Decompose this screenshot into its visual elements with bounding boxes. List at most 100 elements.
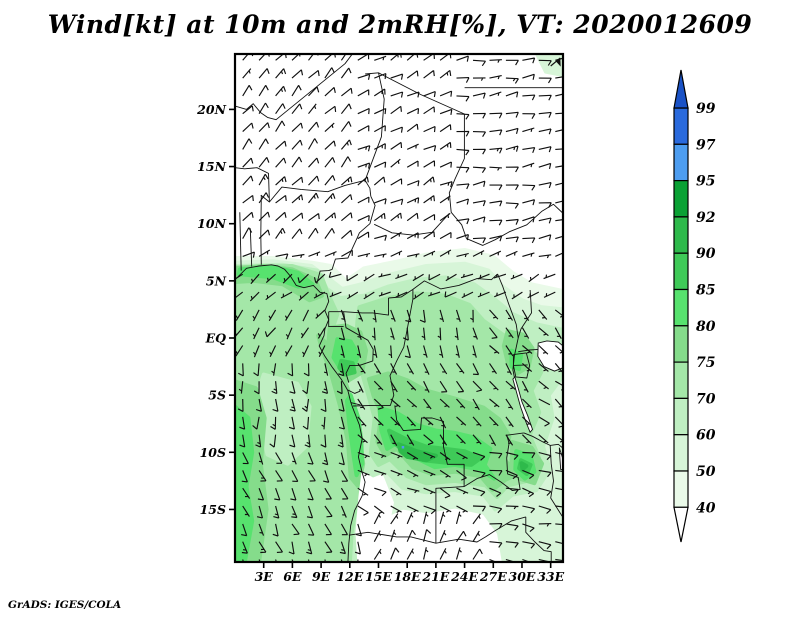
wind-barb [255, 434, 262, 448]
wind-barb [242, 105, 254, 115]
wind-barb [324, 523, 332, 536]
wind-barb [555, 252, 563, 257]
wind-barb [341, 212, 353, 222]
wind-barb [423, 145, 437, 152]
wind-barb [407, 253, 420, 258]
rh-high-speck [401, 446, 405, 449]
wind-barb [357, 125, 370, 133]
wind-barb [320, 434, 327, 448]
wind-barb [505, 111, 519, 118]
colorbar-segment [673, 107, 689, 145]
country-border [513, 364, 528, 366]
wind-barb [258, 138, 269, 150]
wind-barb [489, 523, 503, 529]
wind-barb [291, 122, 303, 133]
lon-tick-label: 27E [479, 569, 507, 584]
wind-barb [374, 161, 387, 168]
wind-barb [407, 91, 420, 98]
wind-barb [275, 120, 286, 132]
wind-barb [336, 381, 343, 395]
wind-barb [505, 523, 519, 531]
country-border [328, 311, 344, 328]
wind-barb [338, 327, 346, 341]
wind-barb [374, 72, 387, 80]
lake-outline [537, 340, 563, 372]
country-border [316, 196, 376, 284]
wind-barb [439, 249, 452, 257]
wind-barb [242, 54, 254, 61]
wind-barb [456, 434, 466, 445]
wind-barb [489, 112, 503, 119]
wind-barb [472, 180, 486, 187]
wind-barb [406, 398, 418, 408]
wind-barb [288, 541, 295, 555]
wind-barb [439, 345, 444, 358]
wind-barb [275, 140, 287, 150]
wind-barb [522, 184, 536, 191]
wind-barb [505, 145, 519, 152]
wind-barb [341, 229, 353, 240]
wind-barb [456, 130, 470, 137]
wind-barb [554, 327, 562, 339]
wind-barb [505, 166, 519, 173]
wind-barb [341, 87, 353, 97]
wind-barb [390, 327, 395, 340]
wind-barb [354, 541, 361, 555]
lat-tick-label: 15S [200, 502, 226, 517]
lat-tick-label: 10N [197, 216, 226, 231]
wind-barb [423, 125, 436, 133]
wind-barb [538, 59, 552, 66]
wind-barb [306, 541, 313, 555]
wind-barb [307, 523, 315, 536]
wind-barb [321, 416, 326, 430]
wind-barb [357, 469, 370, 477]
wind-barb [340, 345, 345, 358]
wind-barb [235, 291, 244, 299]
wind-barb [472, 530, 481, 542]
wind-barb [439, 309, 445, 323]
lon-tick-label: 24E [450, 569, 478, 584]
wind-barb [455, 345, 460, 358]
wind-barb [306, 505, 314, 519]
wind-barb [423, 487, 436, 495]
wind-barb [511, 291, 523, 300]
wind-barb [428, 291, 441, 297]
wind-barb [390, 141, 403, 150]
colorbar-label: 85 [696, 283, 715, 299]
wind-barb [373, 416, 384, 427]
wind-barb [390, 126, 403, 133]
wind-barb [505, 380, 516, 390]
wind-barb [505, 398, 514, 410]
wind-barb [472, 345, 477, 358]
wind-barb [538, 162, 552, 170]
wind-barb [555, 76, 563, 79]
wind-barb [439, 416, 447, 429]
wind-barb [455, 309, 461, 322]
wind-barb [505, 541, 519, 548]
wind-barb [291, 156, 303, 168]
wind-barb [439, 69, 452, 79]
wind-barb [302, 309, 310, 322]
wind-barb [269, 434, 277, 448]
wind-barb [423, 451, 436, 459]
wind-barb [341, 249, 353, 257]
wind-barb [340, 505, 347, 518]
wind-barb [439, 108, 453, 115]
wind-barb [242, 194, 254, 204]
wind-barb [378, 291, 391, 297]
country-border [350, 402, 361, 406]
wind-barb [374, 107, 387, 115]
wind-barb [522, 451, 536, 459]
wind-barb [272, 398, 279, 412]
country-border [497, 273, 519, 377]
wind-barb [522, 57, 536, 64]
wind-barb [406, 160, 419, 168]
wind-barb [253, 345, 260, 358]
lon-tick-label: 15E [365, 569, 392, 584]
wind-barb [298, 291, 309, 301]
wind-barb [505, 345, 514, 357]
wind-barb [505, 236, 519, 243]
wind-barb [456, 451, 468, 460]
wind-barb [373, 88, 386, 97]
